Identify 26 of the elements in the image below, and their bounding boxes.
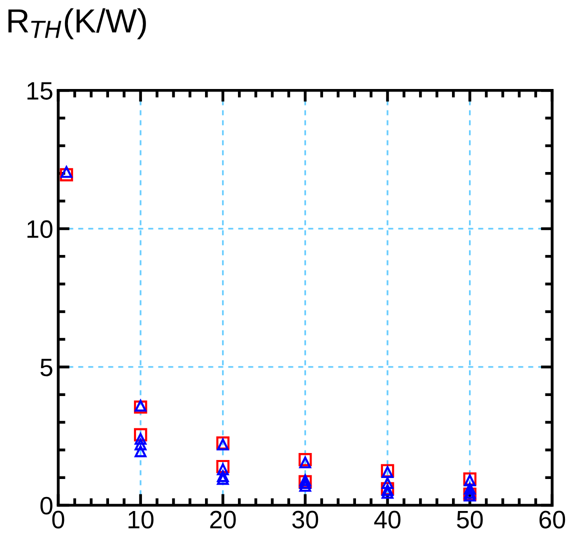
y-tick-label: 0 [40,496,52,515]
x-tick-label: 0 [52,510,64,528]
point [134,445,146,458]
point [216,463,229,476]
point [382,477,394,490]
point [134,428,148,442]
point [134,438,146,450]
point [216,470,229,482]
x-tick-label: 20 [210,510,236,528]
point [216,460,230,474]
point [216,438,229,450]
point [60,168,74,182]
x-tick-label: 30 [292,510,318,528]
x-tick-label: 50 [456,510,483,528]
y-axis-title: R$_{TH}$(K/W) [8,8,146,40]
x-tick-label: 10 [128,510,154,528]
point [299,456,312,468]
y-tick-label: 15 [27,82,52,100]
point [464,482,476,495]
x-tick-label: 60 [540,510,566,528]
point [134,432,146,445]
y-tick-label: 5 [40,358,52,376]
y-tick-label: 10 [27,220,52,238]
point [60,166,72,178]
point [299,480,312,492]
x-tick-label: 40 [374,510,400,528]
